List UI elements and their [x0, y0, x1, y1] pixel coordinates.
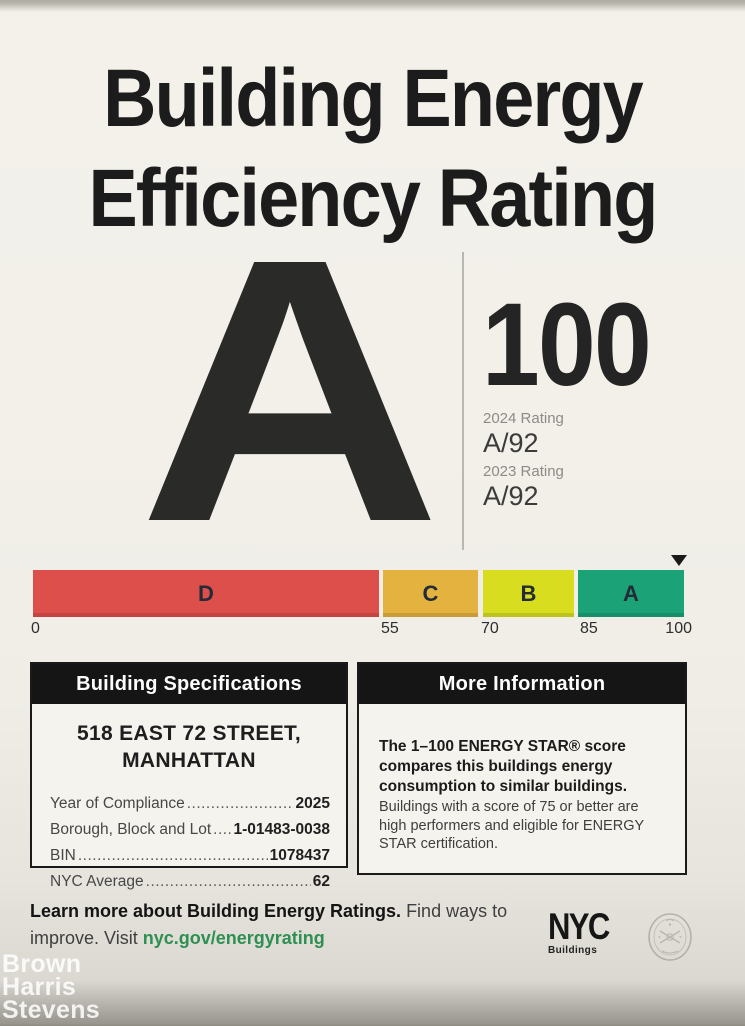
watermark-line-3: Stevens [2, 996, 100, 1024]
brown-harris-stevens-watermark: Brown Harris Stevens [2, 950, 100, 1024]
rating-2024-value: A/92 [483, 428, 539, 458]
dot-leader [187, 791, 294, 817]
spec-label: NYC Average [50, 873, 144, 890]
scale-segment-d: D [33, 570, 379, 617]
energy-star-bold-text: The 1–100 ENERGY STAR® score compares th… [379, 738, 628, 795]
scale-segment-b: B [483, 570, 574, 617]
building-address: 518 EAST 72 STREET, MANHATTAN [32, 720, 346, 774]
spec-value: 2025 [295, 795, 330, 812]
scale-tick-85: 85 [580, 620, 598, 637]
more-information-box: More Information The 1–100 ENERGY STAR® … [357, 662, 687, 875]
title-line-1: Building Energy [103, 53, 644, 144]
scale-tick-100: 100 [665, 620, 692, 637]
footer-text: Learn more about Building Energy Ratings… [30, 898, 510, 952]
footer-regular-text-1: Find ways to [406, 901, 508, 921]
scale-segment-c: C [383, 570, 478, 617]
energyrating-link: nyc.gov/energyrating [142, 928, 325, 948]
spec-label: Borough, Block and Lot [50, 821, 212, 838]
nyc-buildings-logo: NYC Buildings [548, 906, 620, 956]
grade-letter: A [138, 182, 442, 600]
rating-2023: 2023 Rating A/92 [483, 463, 564, 511]
scale-tick-55: 55 [381, 620, 399, 637]
dot-leader [146, 869, 311, 895]
more-information-body: The 1–100 ENERGY STAR® score compares th… [359, 707, 685, 854]
nyc-logo-text: NYC [548, 906, 610, 947]
spec-row-year-of-compliance: Year of Compliance 2025 [50, 791, 330, 817]
building-specifications-header: Building Specifications [32, 664, 346, 707]
spec-rows: Year of Compliance 2025 Borough, Block a… [50, 791, 330, 895]
spec-row-nyc-average: NYC Average 62 [50, 869, 330, 895]
watermark-line-1: Brown [2, 950, 82, 978]
scale-segment-b-label: B [520, 580, 537, 606]
spec-value: 1078437 [269, 847, 330, 864]
spec-label: BIN [50, 847, 76, 864]
scale-segment-d-label: D [198, 580, 214, 606]
rating-2024: 2024 Rating A/92 [483, 410, 564, 458]
rating-2023-label: 2023 Rating [483, 463, 564, 480]
vertical-divider [462, 252, 464, 550]
nyc-logo-subtext: Buildings [548, 945, 598, 956]
spec-row-bin: BIN 1078437 [50, 843, 330, 869]
scale-segment-a-label: A [623, 580, 639, 606]
address-line-2: MANHATTAN [122, 749, 256, 772]
footer-bold-text: Learn more about Building Energy Ratings… [30, 901, 402, 921]
title-line-2: Efficiency Rating [88, 153, 658, 244]
spec-label: Year of Compliance [50, 795, 185, 812]
footer-regular-text-2: improve. Visit [30, 928, 138, 948]
spec-row-borough-block-lot: Borough, Block and Lot 1-01483-0038 [50, 817, 330, 843]
scale-segment-c-label: C [422, 580, 439, 606]
scale-tick-70: 70 [481, 620, 499, 637]
scale-tick-0: 0 [31, 620, 40, 637]
address-line-1: 518 EAST 72 STREET, [77, 722, 301, 745]
dot-leader [78, 843, 268, 869]
score-marker-triangle-icon [671, 555, 687, 566]
rating-2023-value: A/92 [483, 481, 539, 511]
nyc-city-seal-icon [648, 913, 692, 961]
dot-leader [213, 817, 231, 843]
energy-score: 100 [482, 279, 652, 411]
scale-segment-a: A [578, 570, 684, 617]
spec-value: 62 [312, 873, 330, 890]
page-title: Building Energy Efficiency Rating [37, 49, 708, 249]
spec-value: 1-01483-0038 [233, 821, 330, 838]
more-information-header: More Information [359, 664, 685, 707]
watermark-line-2: Harris [2, 973, 77, 1001]
building-specifications-box: Building Specifications 518 EAST 72 STRE… [30, 662, 348, 890]
rating-2024-label: 2024 Rating [483, 410, 564, 427]
energy-star-body-text: Buildings with a score of 75 or better a… [379, 799, 644, 852]
